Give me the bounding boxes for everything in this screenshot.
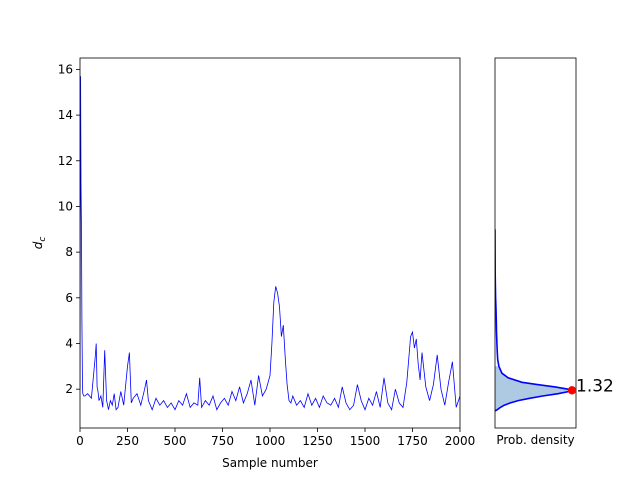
y-tick-label: 2 bbox=[65, 382, 73, 396]
y-tick-label: 8 bbox=[65, 245, 73, 259]
x-tick-label: 250 bbox=[116, 434, 139, 448]
y-tick-label: 16 bbox=[58, 62, 73, 76]
x-tick-label: 500 bbox=[164, 434, 187, 448]
y-axis: 2 4 6 8 10 12 14 16 bbox=[58, 62, 80, 396]
x-tick-label: 0 bbox=[76, 434, 84, 448]
y-tick-label: 10 bbox=[58, 199, 73, 213]
trace-line bbox=[80, 76, 460, 411]
y-axis-label-main: d bbox=[31, 241, 45, 249]
y-tick-label: 12 bbox=[58, 154, 73, 168]
density-fill bbox=[495, 366, 572, 411]
y-tick-label: 4 bbox=[65, 336, 73, 350]
trace-plot: 0 250 500 750 1000 1250 1500 1750 2000 2 4 6 8 10 12 1… bbox=[31, 57, 475, 470]
mode-marker bbox=[567, 386, 577, 395]
x-tick-label: 750 bbox=[211, 434, 234, 448]
x-axis-label: Sample number bbox=[222, 456, 318, 470]
x-tick-label: 1250 bbox=[302, 434, 333, 448]
mode-label: 1.32 bbox=[576, 376, 614, 396]
x-tick-label: 2000 bbox=[445, 434, 476, 448]
density-plot-frame bbox=[494, 57, 577, 429]
x-tick-label: 1000 bbox=[255, 434, 286, 448]
y-axis-label-sub: c bbox=[38, 237, 48, 242]
y-tick-label: 6 bbox=[65, 291, 73, 305]
density-plot: 1.32 Prob. density bbox=[494, 57, 614, 447]
x-tick-label: 1750 bbox=[397, 434, 428, 448]
x-tick-label: 1500 bbox=[350, 434, 381, 448]
density-line bbox=[495, 229, 575, 412]
x-axis: 0 250 500 750 1000 1250 1500 1750 2000 bbox=[76, 428, 475, 448]
y-tick-label: 14 bbox=[58, 108, 73, 122]
density-x-label: Prob. density bbox=[496, 433, 574, 447]
y-axis-label: dc bbox=[31, 237, 48, 250]
